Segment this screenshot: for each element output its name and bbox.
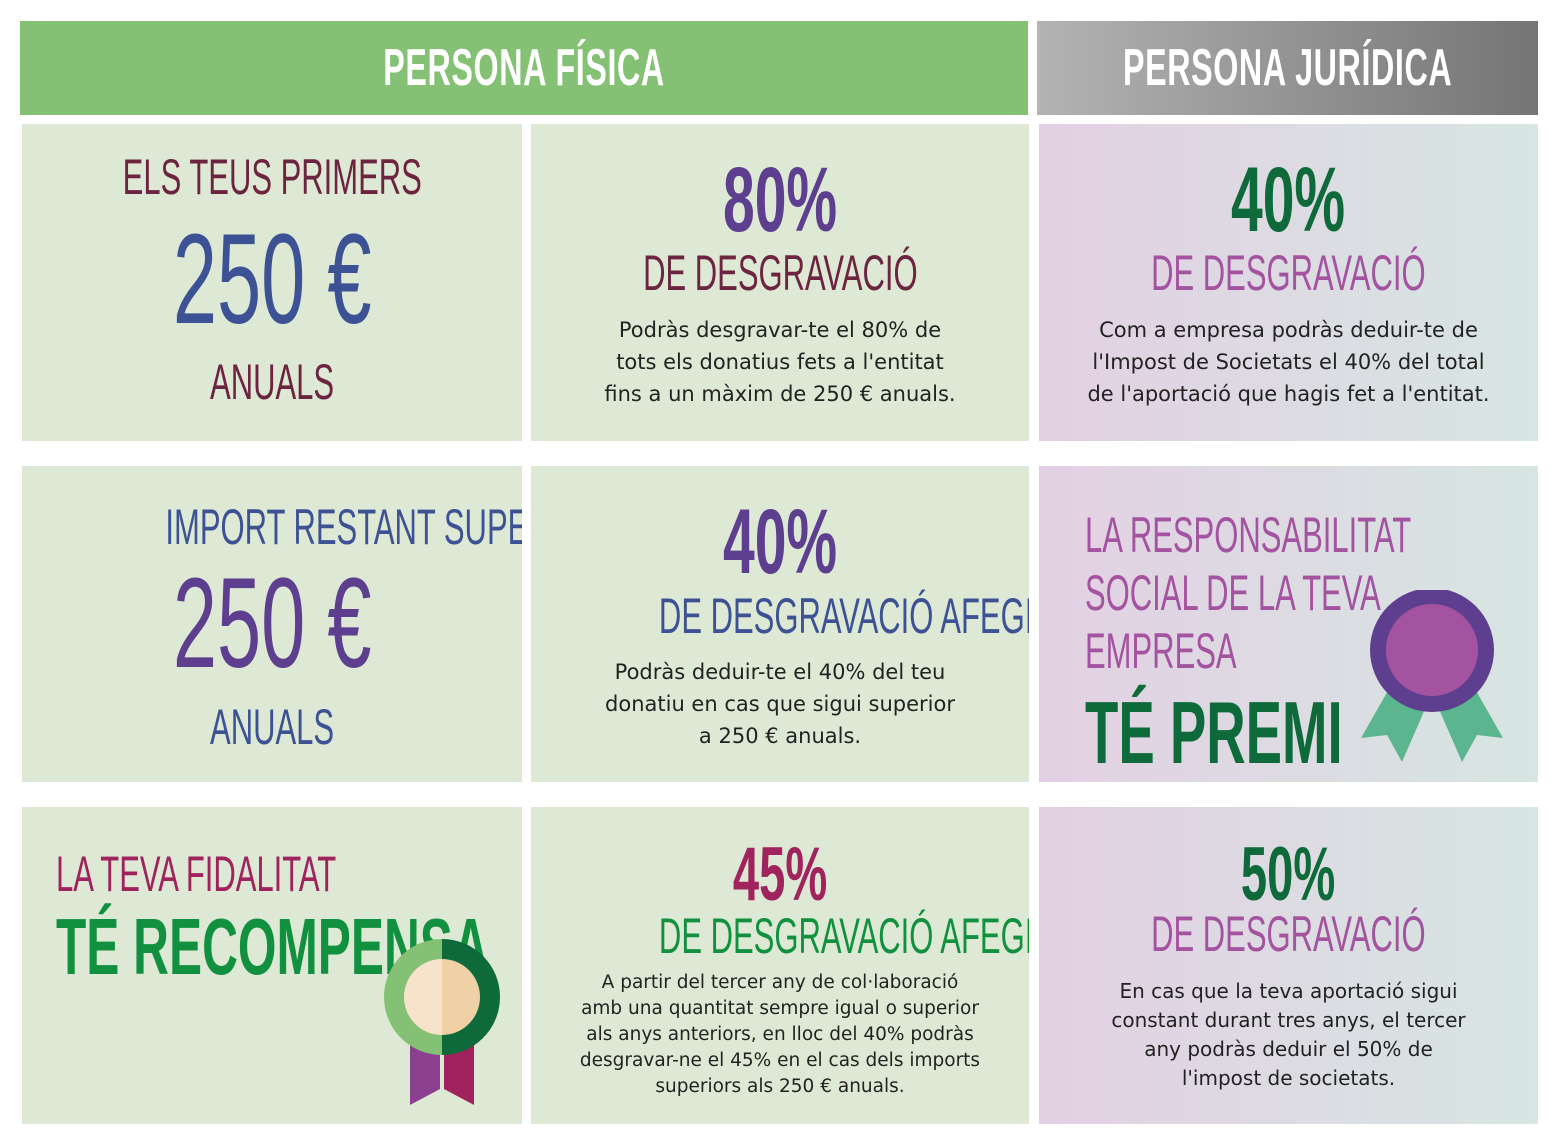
award-rosette-icon	[1361, 590, 1503, 762]
header-persona-juridica: PERSONA JURÍDICA	[1037, 21, 1538, 115]
juridica-percent-50-label: DE DESGRAVACIÓ	[1151, 906, 1426, 962]
percent-45: 45%	[732, 832, 828, 917]
percent-45-description: A partir del tercer any de col·laboració…	[579, 972, 981, 1097]
social-line-2: SOCIAL DE LA TEVA	[1085, 565, 1381, 621]
header-persona-fisica-label: PERSONA FÍSICA	[383, 39, 665, 97]
social-line-1: LA RESPONSABILITAT	[1085, 507, 1412, 563]
header-persona-fisica: PERSONA FÍSICA	[20, 21, 1028, 115]
first-250-amount: 250 €	[172, 208, 372, 351]
remaining-250-top: IMPORT RESTANT SUPERIOR A	[165, 499, 522, 555]
percent-40-added-label: DE DESGRAVACIÓ AFEGIDA	[658, 588, 1029, 644]
cell-loyalty: LA TEVA FIDALITAT TÉ RECOMPENSA	[22, 807, 522, 1124]
first-250-top: ELS TEUS PRIMERS	[122, 149, 422, 205]
first-250-bottom: ANUALS	[209, 354, 335, 410]
social-line-3: EMPRESA	[1085, 623, 1237, 679]
cell-45-percent: 45% DE DESGRAVACIÓ AFEGIDA A partir del …	[531, 807, 1029, 1124]
cell-juridica-40-percent: 40% DE DESGRAVACIÓ Com a empresa podràs …	[1039, 124, 1538, 441]
social-highlight: TÉ PREMI	[1085, 683, 1343, 782]
cell-social-responsibility: LA RESPONSABILITAT SOCIAL DE LA TEVA EMP…	[1039, 466, 1538, 782]
percent-40-added: 40%	[722, 491, 838, 593]
percent-80-label: DE DESGRAVACIÓ	[642, 245, 918, 301]
cell-first-250: ELS TEUS PRIMERS 250 € ANUALS	[22, 124, 522, 441]
award-medal-icon	[384, 939, 500, 1105]
juridica-percent-50: 50%	[1241, 832, 1336, 917]
cell-80-percent: 80% DE DESGRAVACIÓ Podràs desgravar-te e…	[531, 124, 1029, 441]
percent-45-label: DE DESGRAVACIÓ AFEGIDA	[658, 908, 1029, 964]
juridica-percent-40-description: Com a empresa podràs deduir-te de l'Impo…	[1087, 318, 1490, 406]
percent-80: 80%	[722, 149, 838, 251]
cell-juridica-50-percent: 50% DE DESGRAVACIÓ En cas que la teva ap…	[1039, 807, 1538, 1124]
juridica-percent-40: 40%	[1231, 149, 1346, 251]
juridica-percent-50-description: En cas que la teva aportació sigui const…	[1111, 979, 1466, 1090]
percent-40-added-description: Podràs deduir-te el 40% del teu donatiu …	[605, 660, 955, 748]
cell-40-percent-added: 40% DE DESGRAVACIÓ AFEGIDA Podràs deduir…	[531, 466, 1029, 782]
percent-80-description: Podràs desgravar-te el 80% de tots els d…	[604, 318, 956, 406]
cell-remaining-250: IMPORT RESTANT SUPERIOR A 250 € ANUALS	[22, 466, 522, 782]
loyalty-line: LA TEVA FIDALITAT	[56, 846, 337, 902]
remaining-250-amount: 250 €	[172, 552, 372, 695]
remaining-250-bottom: ANUALS	[209, 699, 335, 755]
header-persona-juridica-label: PERSONA JURÍDICA	[1122, 39, 1453, 97]
juridica-percent-40-label: DE DESGRAVACIÓ	[1151, 245, 1426, 301]
